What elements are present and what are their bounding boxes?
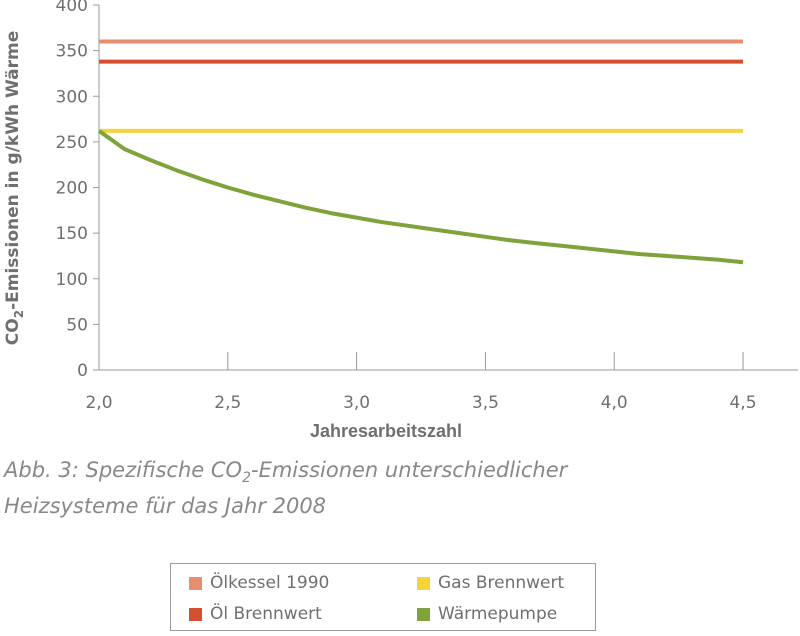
y-axis-label-part1: CO xyxy=(3,318,23,345)
y-tick-label: 100 xyxy=(56,270,88,290)
legend: Ölkessel 1990 Öl Brennwert Gas Brennwert… xyxy=(170,563,596,631)
x-tick-label: 4,5 xyxy=(729,393,756,413)
figure-caption: Abb. 3: Spezifische CO2-Emissionen unter… xyxy=(4,456,684,520)
y-tick-label: 400 xyxy=(56,0,88,16)
caption-sub: 2 xyxy=(242,470,251,487)
line-chart: 0 50 100 150 200 250 300 350 400 2,0 2,5 3,0 3,5 4,0… xyxy=(3,0,798,441)
legend-item-gas-brennwert: Gas Brennwert xyxy=(417,573,564,593)
series-layer xyxy=(97,39,744,265)
x-ticks: 2,0 2,5 3,0 3,5 4,0 4,5 xyxy=(85,352,757,413)
y-tick-label: 350 xyxy=(56,42,88,62)
x-tick-label: 3,5 xyxy=(472,393,499,413)
y-tick-label: 250 xyxy=(56,133,88,153)
x-axis-label: Jahresarbeitszahl xyxy=(310,421,462,441)
x-tick-label: 2,5 xyxy=(214,393,241,413)
legend-label: Wärmepumpe xyxy=(438,604,558,624)
x-tick-label: 3,0 xyxy=(343,393,370,413)
y-tick-label: 300 xyxy=(56,87,88,107)
legend-swatch xyxy=(417,576,430,590)
y-axis-label-part2: -Emissionen in g/kWh Wärme xyxy=(3,31,23,310)
x-tick-label: 2,0 xyxy=(85,393,112,413)
legend-swatch xyxy=(417,607,430,621)
y-tick-label: 50 xyxy=(66,315,88,335)
y-tick-label: 150 xyxy=(56,224,88,244)
y-tick-label: 200 xyxy=(56,179,88,199)
x-tick-label: 4,0 xyxy=(601,393,628,413)
legend-label: Öl Brennwert xyxy=(210,604,322,624)
legend-label: Gas Brennwert xyxy=(438,573,565,593)
y-tick-label: 0 xyxy=(77,361,88,381)
y-axis-label: CO2-Emissionen in g/kWh Wärme xyxy=(3,31,26,345)
caption-part2: -Emissionen unterschiedlicher Heizsystem… xyxy=(4,458,568,519)
legend-swatch xyxy=(189,576,202,590)
caption-part1: Abb. 3: Spezifische CO xyxy=(4,458,243,482)
legend-item-oelkessel-1990: Ölkessel 1990 xyxy=(189,573,329,593)
series-line-3 xyxy=(97,129,744,265)
legend-label: Ölkessel 1990 xyxy=(210,573,330,593)
legend-item-oel-brennwert: Öl Brennwert xyxy=(189,604,322,624)
legend-swatch xyxy=(189,607,202,621)
y-axis-label-sub: 2 xyxy=(12,310,26,318)
y-ticks: 0 50 100 150 200 250 300 350 400 xyxy=(56,0,99,381)
legend-item-waermepumpe: Wärmepumpe xyxy=(417,604,557,624)
